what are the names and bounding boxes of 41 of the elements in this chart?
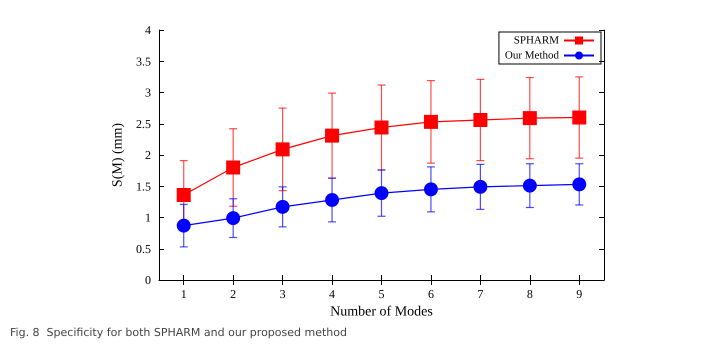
y-tick-label: 3 (145, 86, 151, 100)
legend-label: Our Method (504, 50, 560, 62)
x-tick-label: 7 (477, 287, 484, 301)
point (325, 193, 340, 207)
x-axis-title: Number of Modes (330, 304, 433, 320)
point (176, 188, 191, 202)
y-tick-label: 3.5 (136, 54, 151, 68)
x-tick-label: 6 (428, 287, 434, 301)
point (522, 178, 537, 193)
point (276, 142, 290, 156)
y-tick-label: 2.5 (136, 116, 151, 131)
point (572, 177, 586, 192)
y-tick-label: 2 (145, 148, 151, 162)
point (424, 114, 438, 129)
legend-label: SPHARM (514, 34, 560, 46)
x-tick-label: 4 (329, 287, 336, 301)
y-tick-label: 4 (145, 23, 151, 37)
point (226, 160, 240, 174)
y-tick-label: 0 (145, 273, 151, 287)
x-tick-label: 8 (526, 287, 533, 301)
point (226, 211, 240, 226)
point (276, 200, 290, 214)
point (325, 128, 340, 143)
x-tick-label: 2 (230, 287, 236, 301)
x-tick-label: 3 (280, 287, 286, 301)
y-axis-title: S(M) (mm) (110, 122, 126, 188)
y-tick-label: 0.5 (136, 242, 151, 256)
point (473, 180, 488, 194)
x-tick-label: 5 (378, 287, 384, 301)
point (473, 113, 488, 127)
point (522, 111, 537, 126)
point (374, 120, 388, 134)
y-tick-label: 1 (145, 210, 151, 224)
point (424, 182, 438, 196)
point (572, 110, 586, 124)
point (374, 186, 388, 200)
point (176, 218, 191, 233)
y-tick-label: 1.5 (136, 179, 151, 194)
x-tick-label: 1 (180, 287, 187, 301)
caption: Fig. 8 Specificity for both SPHARM and our proposed method (10, 326, 347, 339)
x-tick-label: 9 (576, 287, 582, 301)
